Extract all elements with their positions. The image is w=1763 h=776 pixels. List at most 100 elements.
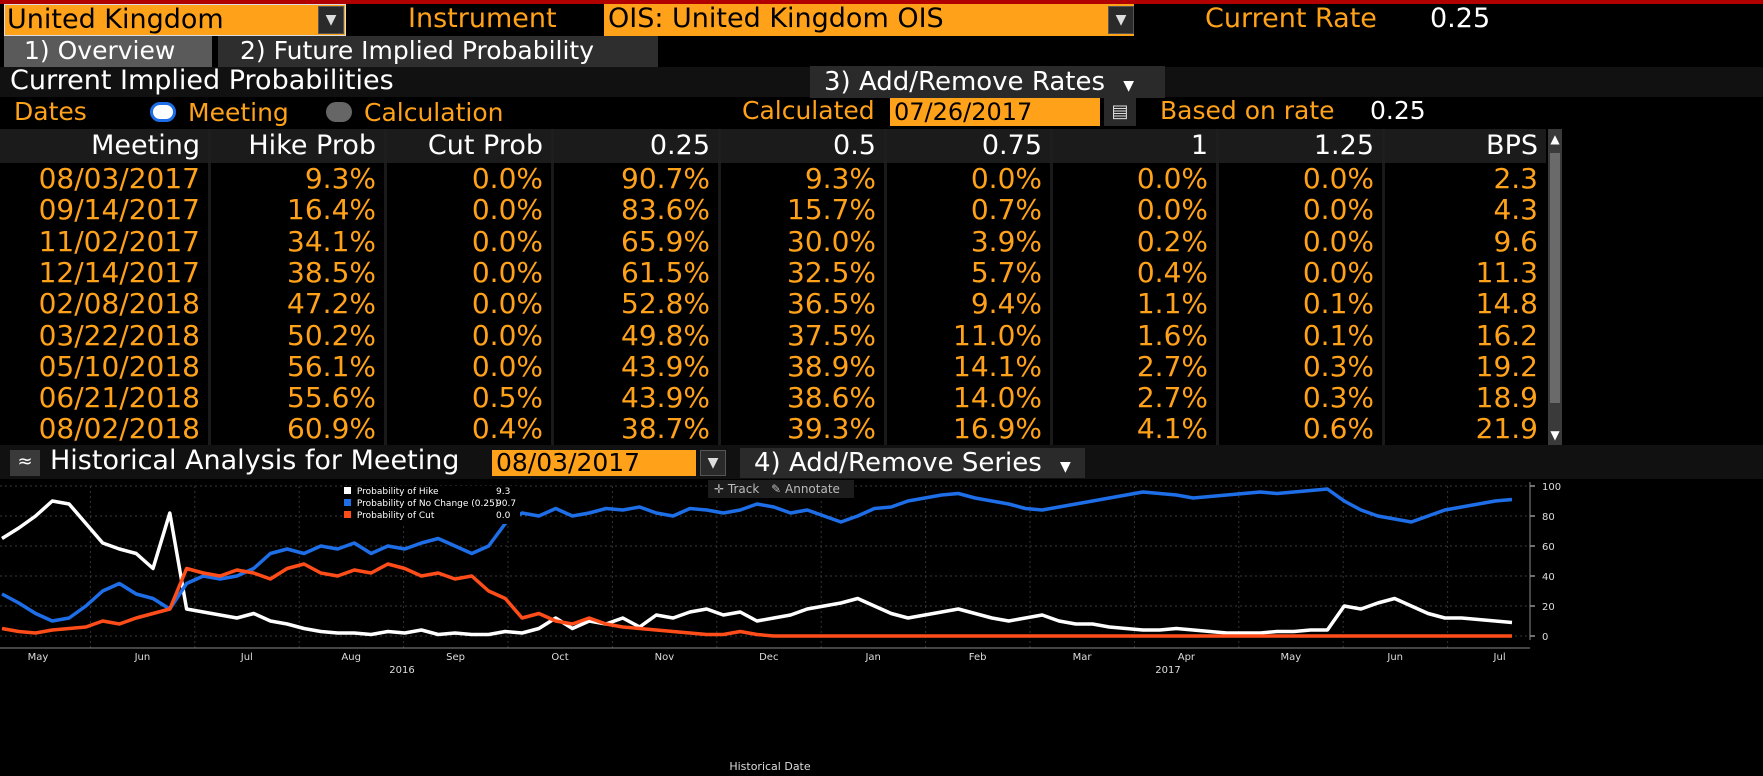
- meeting-radio-label[interactable]: Meeting: [188, 98, 289, 127]
- legend-label: Probability of Cut: [356, 511, 435, 521]
- instrument-select-value: OIS: United Kingdom OIS: [608, 3, 944, 34]
- table-cell: 49.8%: [621, 318, 710, 352]
- country-select-value: United Kingdom: [7, 4, 224, 35]
- table-row[interactable]: 03/22/2018 50.2% 0.0% 49.8% 37.5% 11.0% 1.6% 0.…: [0, 318, 1546, 353]
- tab-future-implied-probability[interactable]: 2) Future Implied Probability: [218, 36, 658, 67]
- legend-item-no-change[interactable]: Probability of No Change (0.25) 90.7: [344, 498, 520, 510]
- col-header-bps[interactable]: BPS: [1385, 129, 1546, 163]
- tab-overview-label: 1) Overview: [24, 36, 176, 65]
- scroll-down-icon[interactable]: ▼: [1550, 428, 1560, 442]
- current-rate-value: 0.25: [1430, 3, 1491, 34]
- column-divider: [1382, 163, 1385, 445]
- table-cell: 9.4%: [970, 287, 1042, 321]
- annotate-button[interactable]: Annotate: [785, 482, 840, 496]
- table-cell: 0.7%: [970, 193, 1042, 227]
- table-cell: 0.3%: [1302, 349, 1374, 383]
- col-header-rate-125[interactable]: 1.25: [1219, 129, 1382, 163]
- based-on-rate-label: Based on rate: [1160, 96, 1335, 125]
- table-cell: 09/14/2017: [38, 193, 200, 227]
- table-row[interactable]: 09/14/2017 16.4% 0.0% 83.6% 15.7% 0.7% 0.0% 0.0…: [0, 192, 1546, 227]
- calendar-icon[interactable]: ▤: [1104, 98, 1136, 126]
- table-cell: 11.0%: [953, 318, 1042, 352]
- table-cell: 5.7%: [970, 255, 1042, 289]
- table-row[interactable]: 12/14/2017 38.5% 0.0% 61.5% 32.5% 5.7% 0.4% 0.0…: [0, 255, 1546, 290]
- table-row[interactable]: 05/10/2018 56.1% 0.0% 43.9% 38.9% 14.1% 2.7% 0.…: [0, 349, 1546, 384]
- table-cell: 0.0%: [471, 349, 543, 383]
- col-header-cut-prob[interactable]: Cut Prob: [387, 129, 551, 163]
- table-cell: 38.9%: [787, 349, 876, 383]
- table-cell: 0.1%: [1302, 318, 1374, 352]
- col-header-hike-prob[interactable]: Hike Prob: [211, 129, 384, 163]
- scroll-up-icon[interactable]: ▲: [1550, 132, 1560, 146]
- table-cell: 38.5%: [287, 255, 376, 289]
- instrument-select[interactable]: OIS: United Kingdom OIS: [604, 4, 1134, 36]
- calculated-date-input[interactable]: 07/26/2017: [890, 98, 1100, 126]
- table-cell: 9.3%: [804, 163, 876, 195]
- table-row[interactable]: 02/08/2018 47.2% 0.0% 52.8% 36.5% 9.4% 1.1% 0.1…: [0, 286, 1546, 321]
- y-tick-label: 0: [1542, 632, 1548, 643]
- col-header-rate-075[interactable]: 0.75: [887, 129, 1050, 163]
- table-cell: 0.0%: [471, 287, 543, 321]
- legend-label: Probability of No Change (0.25): [356, 499, 499, 509]
- meeting-radio[interactable]: [150, 102, 176, 122]
- col-header-meeting[interactable]: Meeting: [0, 129, 208, 163]
- track-button[interactable]: Track: [727, 482, 760, 496]
- add-remove-rates-label: 3) Add/Remove Rates: [824, 67, 1105, 97]
- table-cell: 36.5%: [787, 287, 876, 321]
- table-cell: 39.3%: [787, 412, 876, 445]
- table-cell: 37.5%: [787, 318, 876, 352]
- legend-item-hike[interactable]: Probability of Hike 9.3: [344, 486, 520, 498]
- table-cell: 02/08/2018: [38, 287, 200, 321]
- meeting-dropdown-arrow[interactable]: ▼: [700, 450, 726, 476]
- table-cell: 34.1%: [287, 224, 376, 258]
- table-cell: 38.7%: [621, 412, 710, 445]
- table-cell: 47.2%: [287, 287, 376, 321]
- table-cell: 0.0%: [1302, 163, 1374, 195]
- dates-label: Dates: [14, 97, 87, 126]
- x-tick-label: May: [1280, 652, 1301, 663]
- scrollbar-thumb[interactable]: [1550, 153, 1560, 403]
- add-remove-rates-button[interactable]: 3) Add/Remove Rates ▼: [810, 66, 1165, 98]
- y-axis: 0 20 40 60 80 100: [1529, 482, 1561, 643]
- table-cell: 1.6%: [1136, 318, 1208, 352]
- legend-swatch: [344, 511, 351, 518]
- column-divider: [1216, 163, 1219, 445]
- table-cell: 06/21/2018: [38, 381, 200, 415]
- col-header-rate-025[interactable]: 0.25: [554, 129, 718, 163]
- x-year-label: 2017: [1155, 665, 1180, 676]
- tab-overview[interactable]: 1) Overview: [4, 36, 212, 67]
- meeting-date-value: 08/03/2017: [496, 448, 641, 477]
- table-cell: 2.3: [1493, 163, 1538, 195]
- table-cell: 0.0%: [1136, 193, 1208, 227]
- based-on-rate-value: 0.25: [1370, 96, 1426, 125]
- table-row[interactable]: 06/21/2018 55.6% 0.5% 43.9% 38.6% 14.0% 2.7% 0.…: [0, 380, 1546, 415]
- table-row[interactable]: 08/03/2017 9.3% 0.0% 90.7% 9.3% 0.0% 0.0% 0.0% 2…: [0, 163, 1546, 196]
- collapse-icon[interactable]: ≈: [10, 450, 40, 476]
- table-scrollbar[interactable]: ▲ ▼: [1548, 129, 1562, 445]
- country-dropdown-arrow[interactable]: ▼: [318, 6, 344, 34]
- table-cell: 0.0%: [970, 163, 1042, 195]
- x-axis: May Jun Jul Aug Sep Oct Nov Dec Jan Feb Mar Apr May J…: [0, 647, 1530, 676]
- col-header-rate-05[interactable]: 0.5: [721, 129, 884, 163]
- x-tick-label: Aug: [341, 652, 361, 663]
- table-row[interactable]: 11/02/2017 34.1% 0.0% 65.9% 30.0% 3.9% 0.2% 0.0…: [0, 224, 1546, 259]
- instrument-label: Instrument: [408, 3, 557, 34]
- x-tick-label: Jan: [864, 652, 880, 663]
- country-select[interactable]: United Kingdom: [4, 4, 346, 36]
- column-divider: [884, 163, 887, 445]
- table-cell: 9.3%: [304, 163, 376, 195]
- x-tick-label: Jun: [134, 652, 151, 663]
- chart-lines: [1, 487, 1513, 638]
- instrument-dropdown-arrow[interactable]: ▼: [1108, 6, 1134, 34]
- table-row[interactable]: 08/02/2018 60.9% 0.4% 38.7% 39.3% 16.9% 4.1% 0.…: [0, 411, 1546, 445]
- calculation-radio[interactable]: [326, 102, 352, 122]
- table-cell: 16.4%: [287, 193, 376, 227]
- meeting-date-select[interactable]: 08/03/2017: [492, 450, 696, 476]
- table-cell: 56.1%: [287, 349, 376, 383]
- calculation-radio-label[interactable]: Calculation: [364, 98, 504, 127]
- col-header-rate-1[interactable]: 1: [1053, 129, 1216, 163]
- legend-item-cut[interactable]: Probability of Cut 0.0: [344, 510, 520, 522]
- table-cell: 83.6%: [621, 193, 710, 227]
- add-remove-series-button[interactable]: 4) Add/Remove Series ▼: [740, 448, 1085, 478]
- table-cell: 0.0%: [1136, 163, 1208, 195]
